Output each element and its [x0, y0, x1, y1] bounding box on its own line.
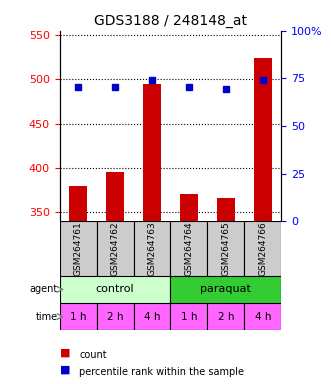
Text: GSM264765: GSM264765 — [221, 221, 230, 276]
Text: ■: ■ — [60, 364, 70, 374]
FancyBboxPatch shape — [170, 303, 208, 330]
Text: 4 h: 4 h — [144, 312, 160, 322]
Text: GSM264766: GSM264766 — [259, 221, 267, 276]
FancyBboxPatch shape — [60, 303, 97, 330]
Text: GSM264761: GSM264761 — [73, 221, 82, 276]
FancyBboxPatch shape — [97, 221, 133, 276]
Bar — [254, 58, 272, 221]
Bar — [69, 186, 87, 221]
Text: 1 h: 1 h — [181, 312, 197, 322]
FancyBboxPatch shape — [133, 303, 170, 330]
Text: GSM264763: GSM264763 — [148, 221, 157, 276]
Text: time: time — [36, 312, 58, 322]
Text: GSM264764: GSM264764 — [184, 221, 193, 276]
FancyBboxPatch shape — [60, 221, 97, 276]
FancyBboxPatch shape — [244, 303, 281, 330]
FancyBboxPatch shape — [244, 221, 281, 276]
Text: 4 h: 4 h — [255, 312, 271, 322]
Text: 1 h: 1 h — [70, 312, 86, 322]
Text: count: count — [79, 350, 107, 360]
FancyBboxPatch shape — [208, 221, 244, 276]
Bar — [180, 194, 198, 221]
Text: control: control — [96, 285, 134, 295]
Text: agent: agent — [29, 285, 58, 295]
FancyBboxPatch shape — [60, 276, 170, 303]
Text: 2 h: 2 h — [107, 312, 123, 322]
Text: 2 h: 2 h — [218, 312, 234, 322]
Text: ■: ■ — [60, 347, 70, 357]
FancyBboxPatch shape — [97, 303, 133, 330]
FancyBboxPatch shape — [170, 221, 208, 276]
FancyBboxPatch shape — [170, 276, 281, 303]
Bar — [106, 172, 124, 221]
Bar — [143, 84, 161, 221]
Title: GDS3188 / 248148_at: GDS3188 / 248148_at — [94, 14, 247, 28]
Text: percentile rank within the sample: percentile rank within the sample — [79, 367, 244, 377]
FancyBboxPatch shape — [133, 221, 170, 276]
Bar — [217, 198, 235, 221]
Text: paraquat: paraquat — [201, 285, 251, 295]
FancyBboxPatch shape — [208, 303, 244, 330]
Text: GSM264762: GSM264762 — [111, 221, 119, 276]
